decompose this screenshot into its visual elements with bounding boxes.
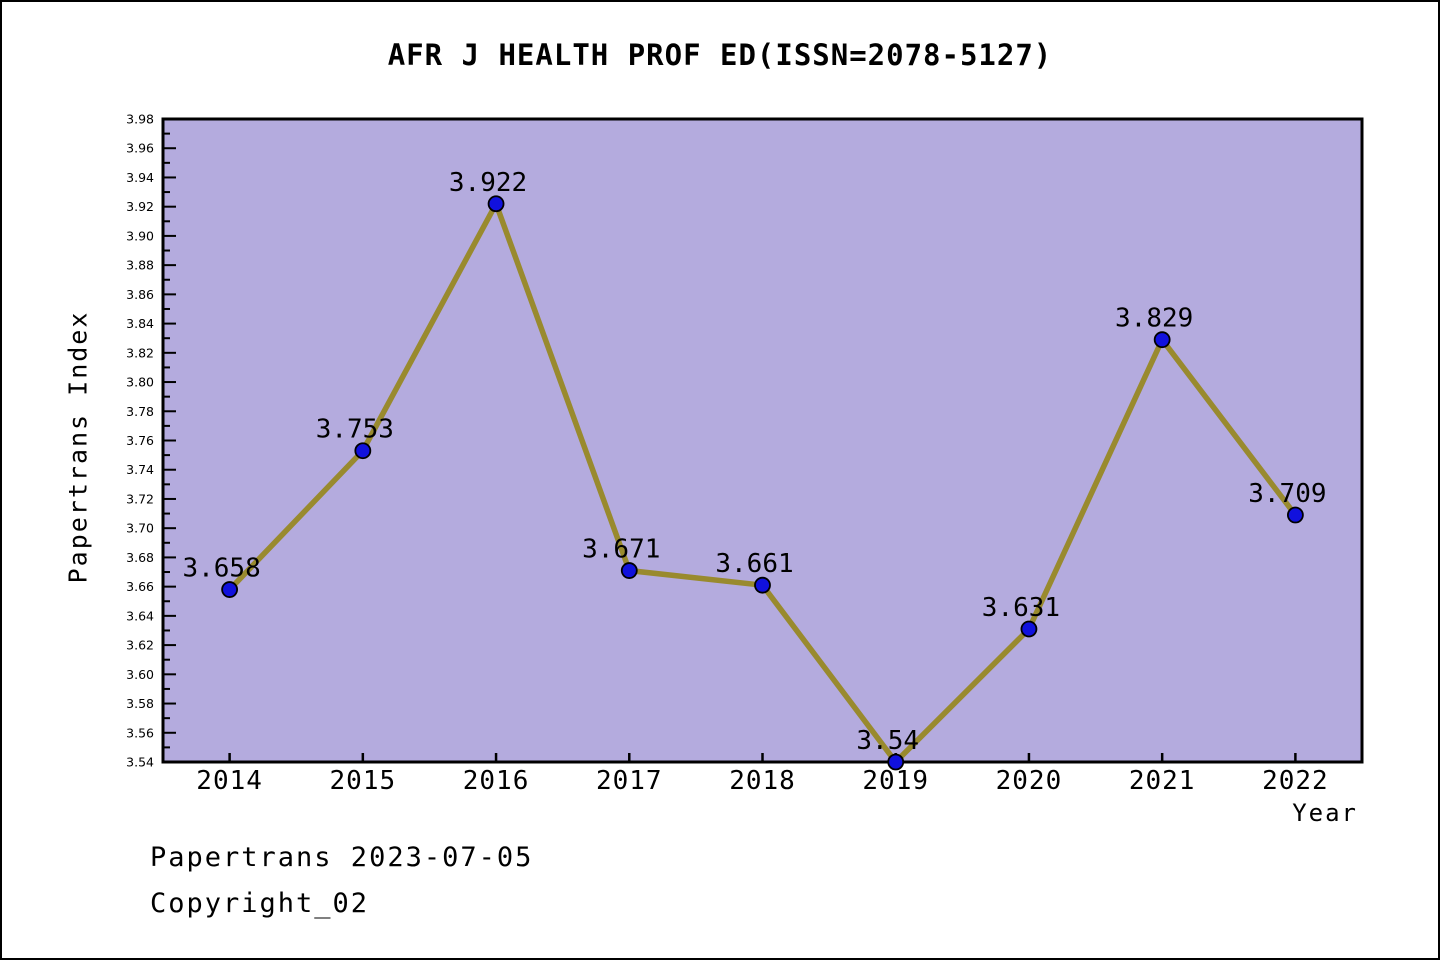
y-tick-label: 3.74 [126, 462, 154, 477]
data-point-marker [887, 753, 905, 771]
y-tick-label: 3.90 [126, 228, 154, 243]
x-tick-label: 2019 [862, 766, 929, 796]
data-point-marker [1020, 620, 1038, 638]
x-tick-label: 2017 [596, 766, 663, 796]
data-point-label: 3.709 [1248, 479, 1326, 509]
x-tick-label: 2014 [196, 766, 263, 796]
data-point-marker [354, 442, 372, 460]
plot-border [161, 117, 1364, 764]
data-point-label: 3.922 [449, 168, 527, 198]
x-tick-label: 2018 [729, 766, 796, 796]
y-tick-label: 3.92 [126, 199, 154, 214]
data-point-label: 3.671 [582, 535, 660, 565]
data-point-marker [221, 581, 239, 598]
data-point-marker [1286, 506, 1304, 524]
watermark-date: Papertrans 2023-07-05 [150, 842, 534, 873]
x-tick-label: 2020 [996, 766, 1063, 796]
y-tick-label: 3.96 [126, 141, 154, 156]
y-tick-label: 3.78 [126, 404, 154, 419]
y-tick-label: 3.56 [126, 725, 154, 740]
x-tick-label: 2022 [1262, 766, 1329, 796]
x-tick-label: 2016 [463, 766, 530, 796]
data-point-label: 3.829 [1115, 304, 1193, 334]
data-point-label: 3.753 [316, 415, 394, 445]
y-tick-label: 3.66 [126, 579, 154, 594]
x-tick-label: 2021 [1129, 766, 1196, 796]
y-tick-label: 3.88 [126, 258, 154, 273]
data-point-label: 3.54 [856, 726, 919, 756]
y-tick-label: 3.68 [126, 550, 154, 565]
y-tick-label: 3.84 [126, 316, 154, 331]
x-axis-label: Year [1292, 799, 1358, 827]
y-tick-label: 3.86 [126, 287, 154, 302]
y-tick-label: 3.62 [126, 638, 154, 653]
chart-title: AFR J HEALTH PROF ED(ISSN=2078-5127) [387, 38, 1053, 72]
y-tick-label: 3.76 [126, 433, 154, 448]
y-tick-label: 3.94 [126, 170, 154, 185]
data-point-marker [1153, 331, 1171, 349]
data-point-label: 3.658 [182, 554, 260, 584]
y-tick-label: 3.70 [126, 521, 154, 536]
data-point-marker [620, 562, 638, 579]
y-tick-label: 3.82 [126, 345, 154, 360]
data-point-label: 3.631 [982, 593, 1060, 623]
y-tick-label: 3.80 [126, 375, 154, 390]
y-tick-label: 3.58 [126, 696, 154, 711]
y-tick-label: 3.54 [126, 755, 154, 770]
y-tick-label: 3.98 [126, 112, 154, 127]
data-point-label: 3.661 [715, 549, 793, 579]
data-point-marker [754, 576, 771, 594]
x-tick-label: 2015 [330, 766, 397, 796]
plot-background [163, 119, 1362, 762]
y-tick-label: 3.72 [126, 491, 154, 506]
data-point-marker [487, 195, 505, 213]
y-tick-label: 3.60 [126, 667, 154, 682]
watermark-copyright: Copyright_02 [150, 888, 370, 919]
y-tick-label: 3.64 [126, 608, 154, 623]
